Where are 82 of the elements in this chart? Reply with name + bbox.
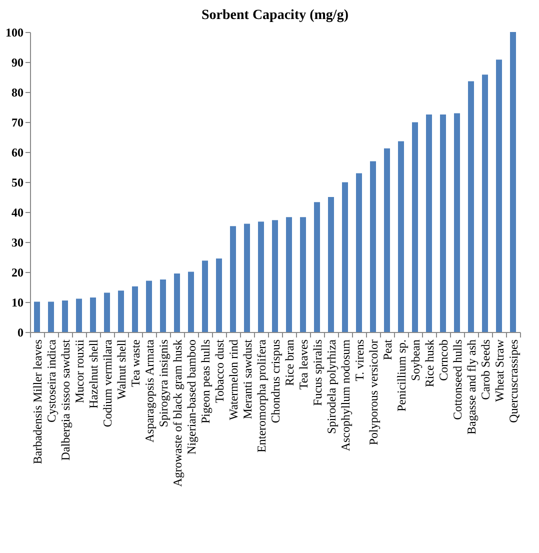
chart-title: Sorbent Capacity (mg/g) xyxy=(202,8,349,23)
bar xyxy=(510,32,516,332)
bar xyxy=(244,224,250,332)
x-tick-label: Tea waste xyxy=(128,340,142,387)
y-tick-label: 100 xyxy=(6,26,24,40)
x-tick-label: Cystoseira indica xyxy=(44,338,58,422)
bar xyxy=(202,260,208,332)
bar xyxy=(104,292,110,332)
x-tick-label: Spirodela polyrhiza xyxy=(324,338,338,434)
bar xyxy=(412,122,418,332)
x-tick-label: Chondrus crispus xyxy=(268,339,282,424)
bar xyxy=(426,114,432,332)
bar xyxy=(146,280,152,332)
x-tick-label: Cottonseed hulls xyxy=(450,339,464,420)
x-tick-label: Wheat Straw xyxy=(492,339,506,402)
y-tick-label: 50 xyxy=(12,176,24,190)
x-tick-label: Quercuscrassipes xyxy=(506,339,520,423)
x-tick-label: Bagasse and fly ash xyxy=(464,340,478,434)
x-tick-label: Carob Seeds xyxy=(478,339,492,400)
x-tick-label: Meranti sawdust xyxy=(240,338,254,420)
bar xyxy=(90,298,96,332)
y-tick-label: 90 xyxy=(12,56,24,70)
x-tick-label: Tobacco dust xyxy=(212,338,226,403)
bar xyxy=(342,182,348,332)
y-tick-label: 80 xyxy=(12,86,24,100)
x-tick-label: Watermelon rind xyxy=(226,340,240,420)
bar xyxy=(482,74,488,332)
bar xyxy=(118,290,124,332)
bar xyxy=(34,302,40,332)
bar xyxy=(160,280,166,332)
x-tick-label: Rice husk xyxy=(422,340,436,388)
bar xyxy=(174,274,180,332)
x-tick-label: Agrowaste of black gram husk xyxy=(170,340,184,487)
y-tick-label: 40 xyxy=(12,206,24,220)
bar xyxy=(496,60,502,332)
bar xyxy=(230,226,236,332)
x-tick-label: Enteromorpha prolifera xyxy=(254,338,268,452)
bar xyxy=(328,197,334,332)
x-tick-label: Codium vermilara xyxy=(100,338,114,428)
bar xyxy=(384,148,390,332)
bar xyxy=(76,298,82,332)
x-tick-label: Hazelnut shell xyxy=(86,338,100,408)
y-tick-label: 70 xyxy=(12,116,24,130)
y-tick-label: 0 xyxy=(18,326,24,340)
x-tick-label: Dalbergia sissoo sawdust xyxy=(58,338,72,461)
x-tick-label: Spirogyra insignis xyxy=(156,339,170,428)
x-tick-label: Mucor rouxii xyxy=(72,338,86,404)
x-tick-label: Rice bran xyxy=(282,340,296,386)
x-tick-label: Polyporous versicolor xyxy=(366,339,380,446)
x-tick-label: Asparagopsis Armata xyxy=(142,338,156,442)
x-tick-label: Pigeon peas hulls xyxy=(198,339,212,424)
bar xyxy=(440,114,446,332)
bar xyxy=(48,302,54,332)
bar xyxy=(468,81,474,332)
bar xyxy=(132,286,138,332)
bar xyxy=(356,173,362,332)
bar xyxy=(62,300,68,332)
x-tick-label: Soybean xyxy=(408,340,422,381)
bar xyxy=(188,272,194,332)
bar xyxy=(398,141,404,332)
x-tick-label: Ascophyllum nodosum xyxy=(338,338,352,452)
x-tick-label: T. virens xyxy=(352,339,366,382)
bar xyxy=(314,202,320,332)
y-tick-label: 60 xyxy=(12,146,24,160)
x-tick-label: Fucus spiralis xyxy=(310,339,324,406)
bar xyxy=(300,217,306,332)
x-tick-label: Walnut shell xyxy=(114,338,128,400)
bar xyxy=(216,258,222,332)
bar xyxy=(454,113,460,332)
x-tick-label: Corncob xyxy=(436,340,450,381)
bar xyxy=(272,220,278,332)
x-tick-label: Tea leaves xyxy=(296,339,310,390)
y-tick-label: 10 xyxy=(12,296,24,310)
x-tick-label: Nigerian-based bamboo xyxy=(184,340,198,454)
y-tick-label: 20 xyxy=(12,266,24,280)
x-tick-label: Peat xyxy=(380,338,394,360)
bar xyxy=(370,161,376,332)
y-tick-label: 30 xyxy=(12,236,24,250)
x-tick-label: Penicillium sp. xyxy=(394,340,408,412)
bar xyxy=(258,222,264,332)
bar xyxy=(286,217,292,332)
x-tick-label: Barbadensis Miller leaves xyxy=(30,339,44,464)
